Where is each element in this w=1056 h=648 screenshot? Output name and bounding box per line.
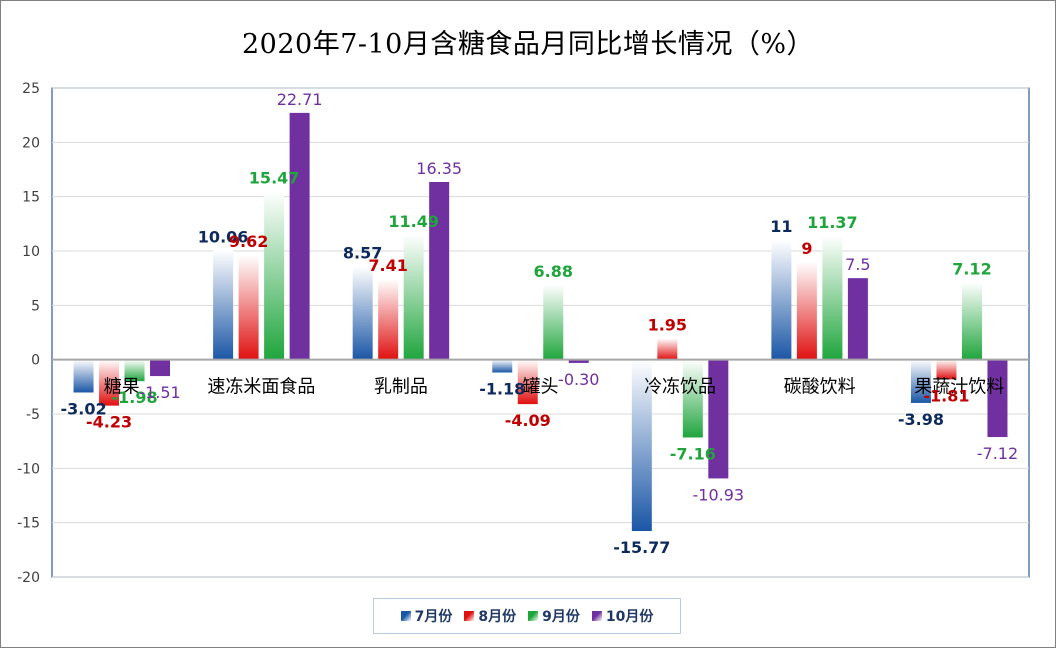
- bar: [543, 284, 564, 360]
- data-label: 1.95: [648, 315, 687, 334]
- category-label: 果蔬汁饮料: [914, 377, 1004, 398]
- legend-label: 8月份: [478, 609, 517, 625]
- category-label: 速冻米面食品: [207, 377, 315, 398]
- bar: [238, 255, 259, 360]
- y-tick-label: -20: [17, 570, 40, 586]
- bar: [822, 236, 843, 360]
- data-label: 11: [770, 217, 792, 236]
- bar: [682, 359, 703, 438]
- legend-swatch: [400, 611, 411, 621]
- data-label: -15.77: [613, 538, 670, 557]
- data-label: 16.35: [416, 159, 462, 178]
- legend-label: 9月份: [542, 609, 580, 625]
- legend-label: 10月份: [605, 609, 654, 625]
- legend-swatch: [591, 611, 602, 621]
- data-label: -1.18: [479, 379, 525, 398]
- data-label: 8.57: [343, 244, 382, 263]
- y-tick-label: -5: [26, 407, 40, 423]
- bar: [124, 359, 145, 382]
- category-label: 碳酸饮料: [784, 377, 856, 398]
- bar: [847, 278, 868, 360]
- data-label: 7.12: [952, 259, 991, 278]
- bar: [961, 282, 982, 360]
- bar: [289, 112, 310, 360]
- data-label: 22.71: [277, 90, 323, 109]
- data-label: 11.49: [388, 212, 439, 231]
- data-label: 6.88: [534, 262, 573, 281]
- chart-title: 2020年7-10月含糖食品月同比增长情况（%）: [241, 29, 815, 60]
- data-label: -1.98: [111, 388, 157, 407]
- data-label: 10.06: [198, 227, 249, 246]
- y-tick-label: 15: [22, 190, 40, 206]
- y-tick-label: -15: [17, 516, 40, 532]
- legend-label: 7月份: [414, 609, 453, 625]
- data-label: -0.30: [558, 370, 599, 389]
- data-label: -1.81: [923, 386, 969, 405]
- bar: [987, 359, 1008, 438]
- y-tick-label: 5: [31, 298, 40, 314]
- legend-item: 8月份: [464, 606, 516, 626]
- legend: 7月份 8月份 9月份 10月份: [373, 598, 681, 634]
- data-label: -3.02: [60, 399, 106, 418]
- data-label: -10.93: [693, 485, 745, 504]
- bar: [403, 234, 424, 360]
- category-label: 乳制品: [374, 377, 428, 398]
- bar: [631, 359, 652, 532]
- y-tick-label: 20: [22, 135, 40, 151]
- legend-swatch: [464, 611, 475, 621]
- bar-chart: 25 20 15 10 5 0 -5 -10 -15 -20 糖果 速冻米面食品 乳制品 罐头 冷冻饮品 碳…: [17, 81, 1030, 586]
- bar: [568, 359, 589, 363]
- bar: [708, 359, 729, 479]
- bar: [429, 181, 450, 360]
- bar: [213, 250, 234, 360]
- bar: [378, 279, 399, 360]
- bar: [99, 359, 120, 406]
- bar: [150, 359, 171, 377]
- data-label: -4.09: [505, 411, 551, 430]
- data-label: -1.51: [139, 383, 180, 402]
- data-label: 7.41: [368, 256, 407, 275]
- bar: [492, 359, 513, 373]
- bar: [73, 359, 94, 393]
- category-label: 罐头: [523, 377, 559, 398]
- y-tick-label: 10: [22, 244, 40, 260]
- y-tick-label: 0: [31, 353, 40, 369]
- data-label: 11.37: [807, 213, 858, 232]
- bar: [936, 359, 957, 380]
- legend-item: 9月份: [528, 606, 580, 626]
- data-label: -7.12: [977, 444, 1018, 463]
- bar: [771, 240, 792, 360]
- bar: [517, 359, 538, 405]
- category-label: 糖果: [104, 377, 140, 398]
- plot-area: [51, 87, 1030, 578]
- data-label: 9: [801, 239, 812, 258]
- data-label: 9.62: [229, 232, 268, 251]
- data-label: 7.5: [845, 255, 870, 274]
- category-label: 冷冻饮品: [644, 377, 716, 398]
- bar: [264, 191, 285, 360]
- data-label: -3.98: [898, 410, 944, 429]
- y-tick-label: 25: [22, 81, 40, 97]
- bar: [657, 338, 678, 360]
- legend-swatch: [528, 611, 539, 621]
- data-label: 15.47: [249, 169, 300, 188]
- bar: [910, 359, 931, 403]
- data-label: -4.23: [86, 413, 132, 432]
- bar: [796, 261, 817, 360]
- y-tick-label: -10: [17, 461, 40, 477]
- legend-item: 10月份: [591, 606, 654, 626]
- legend-item: 7月份: [400, 606, 453, 626]
- data-label: -7.16: [670, 444, 716, 463]
- bar: [352, 266, 373, 360]
